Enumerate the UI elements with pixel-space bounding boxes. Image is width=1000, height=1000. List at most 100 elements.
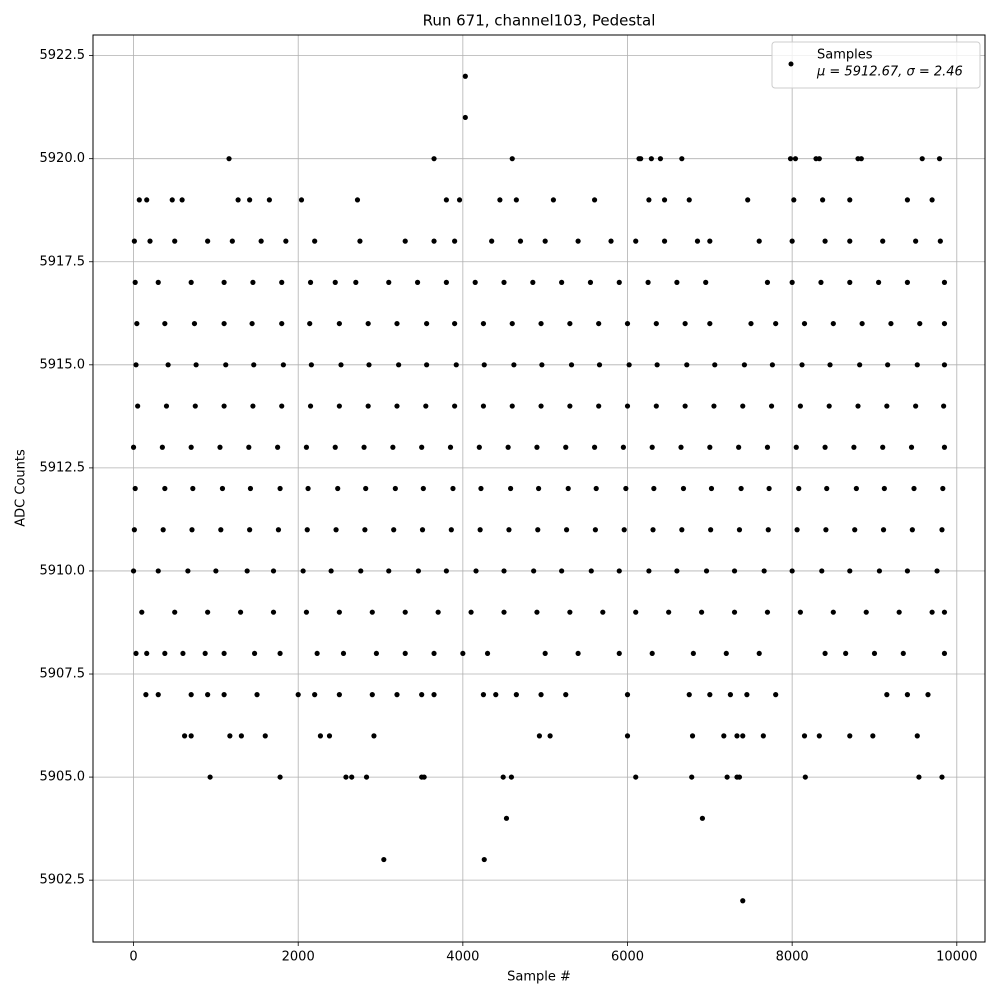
data-point	[270, 568, 277, 574]
data-point	[801, 733, 808, 739]
data-point	[908, 444, 915, 450]
data-point	[731, 609, 738, 615]
data-point	[165, 362, 171, 368]
y-tick-label: 5912.5	[40, 460, 86, 475]
data-point	[633, 774, 639, 780]
data-point	[904, 279, 911, 285]
data-point	[139, 609, 145, 615]
data-point	[913, 238, 919, 244]
data-point	[192, 403, 198, 409]
data-point	[181, 733, 188, 739]
data-point	[363, 774, 370, 780]
data-point	[859, 320, 865, 327]
data-point	[563, 527, 570, 533]
data-point	[914, 733, 920, 739]
data-point	[941, 650, 948, 657]
data-point	[633, 609, 639, 615]
data-point	[929, 609, 935, 615]
data-point	[791, 197, 797, 203]
data-point	[707, 238, 713, 244]
data-point	[298, 197, 305, 203]
data-point	[501, 568, 507, 574]
data-point	[361, 444, 367, 450]
data-point	[202, 650, 208, 657]
y-tick-label: 5907.5	[40, 667, 86, 682]
data-point	[250, 279, 256, 285]
data-point	[884, 403, 890, 409]
data-point	[736, 444, 742, 450]
data-point	[823, 527, 829, 533]
data-point	[134, 320, 140, 327]
data-point	[513, 197, 519, 203]
data-point	[335, 485, 341, 492]
data-point	[424, 320, 430, 327]
y-tick-label: 5922.5	[40, 48, 86, 63]
data-point	[876, 568, 883, 574]
y-tick-label: 5902.5	[40, 873, 86, 888]
data-point	[550, 197, 557, 203]
data-point	[162, 650, 168, 657]
data-point	[694, 238, 701, 244]
data-point	[857, 362, 863, 368]
data-point	[300, 568, 306, 574]
data-point	[307, 320, 313, 327]
data-point	[144, 650, 150, 657]
data-point	[712, 362, 718, 368]
data-point	[941, 403, 947, 409]
data-point	[312, 692, 318, 698]
data-point	[179, 197, 185, 203]
data-point	[851, 444, 857, 450]
data-point	[736, 774, 743, 780]
data-point	[563, 692, 569, 698]
data-point	[366, 362, 372, 368]
data-point	[682, 403, 688, 409]
data-point	[674, 279, 680, 285]
data-point	[563, 444, 569, 450]
data-point	[741, 362, 748, 368]
grid	[93, 35, 985, 942]
data-point	[476, 444, 482, 450]
y-tick-label: 5910.0	[40, 563, 86, 578]
data-point	[513, 692, 519, 698]
data-point	[235, 197, 241, 203]
data-point	[258, 238, 264, 244]
points	[130, 73, 948, 904]
data-point	[816, 733, 822, 739]
data-point	[386, 279, 392, 285]
data-point	[365, 403, 371, 409]
data-point	[559, 568, 565, 574]
data-point	[365, 320, 371, 327]
data-point	[480, 403, 487, 409]
data-point	[363, 485, 369, 492]
data-point	[328, 568, 334, 574]
data-point	[559, 279, 565, 285]
data-point	[608, 238, 614, 244]
data-point	[855, 403, 861, 409]
data-point	[769, 362, 775, 368]
data-point	[936, 156, 943, 162]
data-point	[262, 733, 268, 739]
data-point	[357, 238, 363, 244]
data-point	[678, 444, 684, 450]
data-point	[509, 403, 515, 409]
data-point	[305, 485, 311, 492]
data-point	[871, 650, 878, 657]
data-point	[858, 156, 864, 162]
data-point	[760, 733, 766, 739]
data-point	[180, 650, 186, 657]
data-point	[402, 650, 408, 657]
data-point	[295, 692, 301, 698]
data-point	[423, 403, 429, 409]
data-point	[852, 527, 858, 533]
data-point	[185, 568, 191, 574]
data-point	[155, 692, 161, 698]
data-point	[538, 403, 544, 409]
legend-box	[771, 41, 981, 89]
data-point	[431, 692, 437, 698]
data-point	[507, 485, 514, 492]
data-point	[724, 774, 730, 780]
data-point	[249, 320, 255, 327]
data-point	[136, 197, 142, 203]
data-point	[217, 444, 223, 450]
data-point	[917, 320, 923, 327]
